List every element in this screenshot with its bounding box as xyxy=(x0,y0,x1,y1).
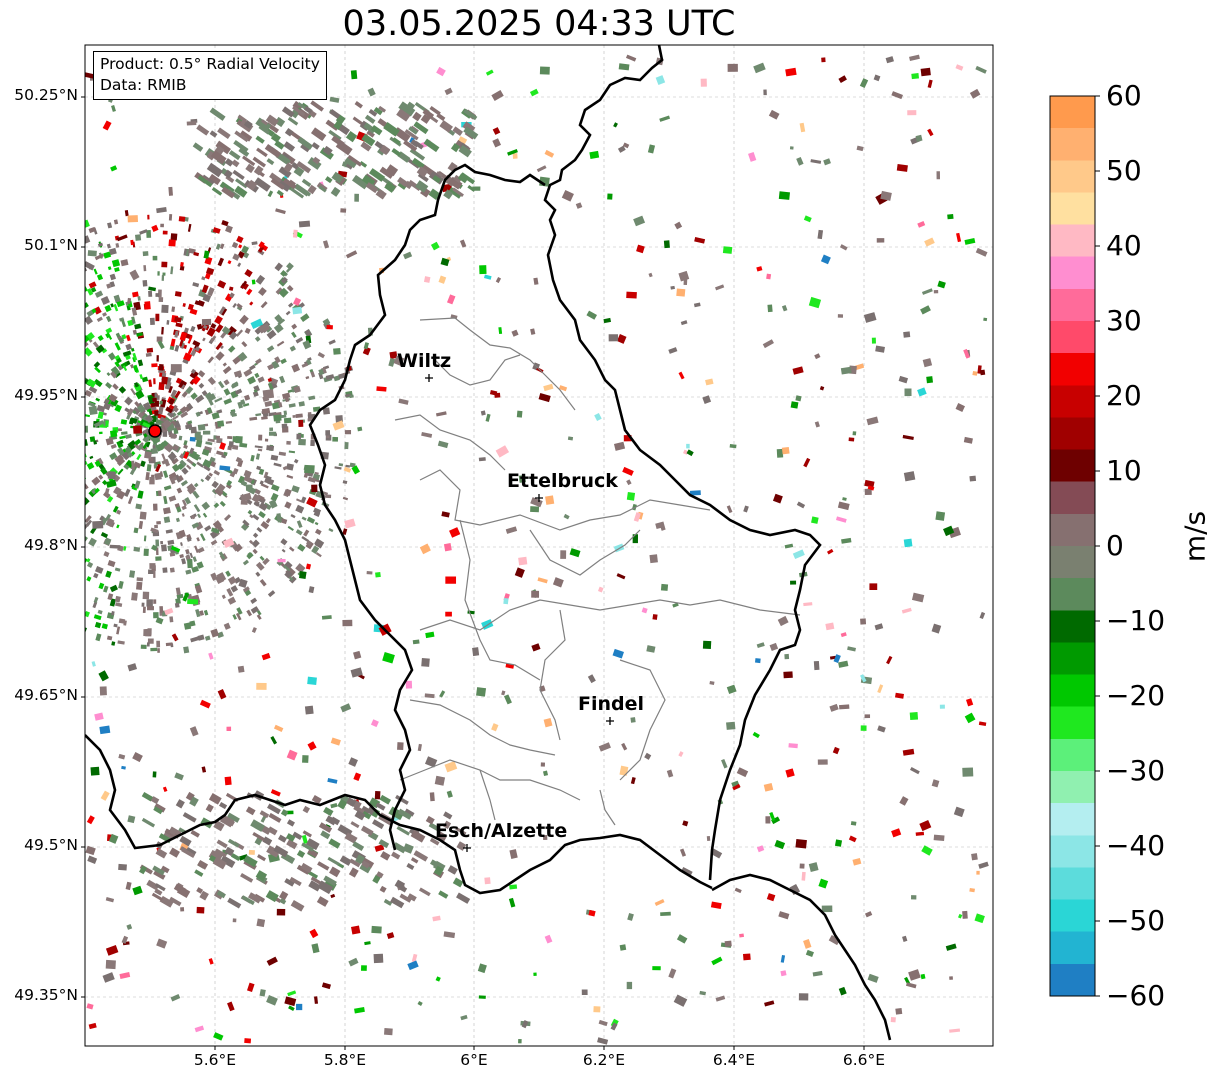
city-label-ettelbruck: Ettelbruck xyxy=(507,470,618,492)
city-markers xyxy=(425,374,614,852)
canton-borders xyxy=(394,317,801,826)
map-title: 03.05.2025 04:33 UTC xyxy=(342,4,736,44)
city-marker-icon xyxy=(425,374,433,382)
colorbar-tick-label: −40 xyxy=(1106,829,1166,862)
colorbar-tick-label: 10 xyxy=(1106,454,1142,487)
country-borders xyxy=(85,45,892,1041)
lat-label: 49.35°N xyxy=(14,986,78,1004)
lon-label: 6.4°E xyxy=(712,1051,756,1069)
source-label: Data: RMIB xyxy=(100,76,187,94)
colorbar xyxy=(1049,95,1096,997)
lon-label: 5.8°E xyxy=(323,1051,367,1069)
colorbar-tick-label: 0 xyxy=(1106,529,1124,562)
city-marker-icon xyxy=(606,717,614,725)
colorbar-unit-label: m/s xyxy=(1178,510,1207,563)
radar-echoes xyxy=(85,51,989,1045)
colorbar-tick-label: −50 xyxy=(1106,904,1166,937)
lat-label: 49.5°N xyxy=(24,836,78,854)
map-frame xyxy=(84,44,994,1047)
colorbar-tick-label: 40 xyxy=(1106,229,1142,262)
city-marker-icon xyxy=(463,844,471,852)
lon-label: 6°E xyxy=(460,1051,488,1069)
city-label-findel: Findel xyxy=(578,693,645,715)
product-label: Product: 0.5° Radial Velocity xyxy=(100,55,320,73)
lon-label: 6.6°E xyxy=(842,1051,886,1069)
colorbar-tick-label: −60 xyxy=(1106,979,1166,1012)
lon-label: 6.2°E xyxy=(582,1051,626,1069)
lat-label: 50.25°N xyxy=(14,86,78,104)
colorbar-tick-label: −30 xyxy=(1106,754,1166,787)
colorbar-tick-label: −20 xyxy=(1106,679,1166,712)
colorbar-tick-label: −10 xyxy=(1106,604,1166,637)
axis-ticks xyxy=(81,96,865,1050)
colorbar-ticks xyxy=(1095,95,1100,997)
city-label-wiltz: Wiltz xyxy=(397,350,452,372)
colorbar-tick-label: 20 xyxy=(1106,379,1142,412)
lon-label: 5.6°E xyxy=(193,1051,237,1069)
city-marker-icon xyxy=(535,494,543,502)
lat-label: 49.65°N xyxy=(14,686,78,704)
lat-label: 49.95°N xyxy=(14,386,78,404)
lat-label: 49.8°N xyxy=(24,536,78,554)
product-info-box: Product: 0.5° Radial Velocity Data: RMIB xyxy=(93,51,327,100)
colorbar-tick-label: 60 xyxy=(1106,79,1142,112)
colorbar-tick-label: 50 xyxy=(1106,154,1142,187)
colorbar-tick-label: 30 xyxy=(1106,304,1142,337)
lat-label: 50.1°N xyxy=(24,236,78,254)
radar-site-icon xyxy=(148,424,162,438)
city-label-esch-alzette: Esch/Alzette xyxy=(435,820,568,842)
